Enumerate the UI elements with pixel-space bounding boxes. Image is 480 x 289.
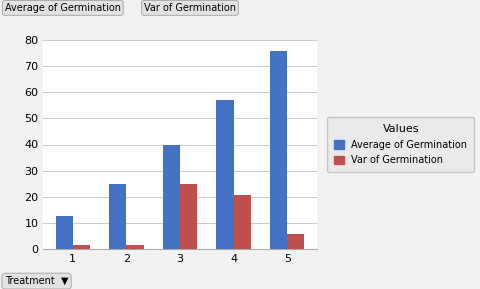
Legend: Average of Germination, Var of Germination: Average of Germination, Var of Germinati… bbox=[327, 117, 474, 172]
Bar bbox=[270, 51, 287, 249]
Bar bbox=[56, 216, 73, 249]
Bar bbox=[73, 245, 90, 249]
Text: Var of Germination: Var of Germination bbox=[144, 3, 236, 13]
Bar bbox=[287, 234, 304, 249]
Bar bbox=[234, 195, 251, 249]
Bar bbox=[109, 184, 126, 249]
Bar bbox=[163, 144, 180, 249]
Text: Treatment  ▼: Treatment ▼ bbox=[5, 276, 68, 286]
Text: Average of Germination: Average of Germination bbox=[5, 3, 121, 13]
Bar bbox=[126, 245, 144, 249]
Bar bbox=[216, 100, 234, 249]
Bar bbox=[180, 184, 197, 249]
